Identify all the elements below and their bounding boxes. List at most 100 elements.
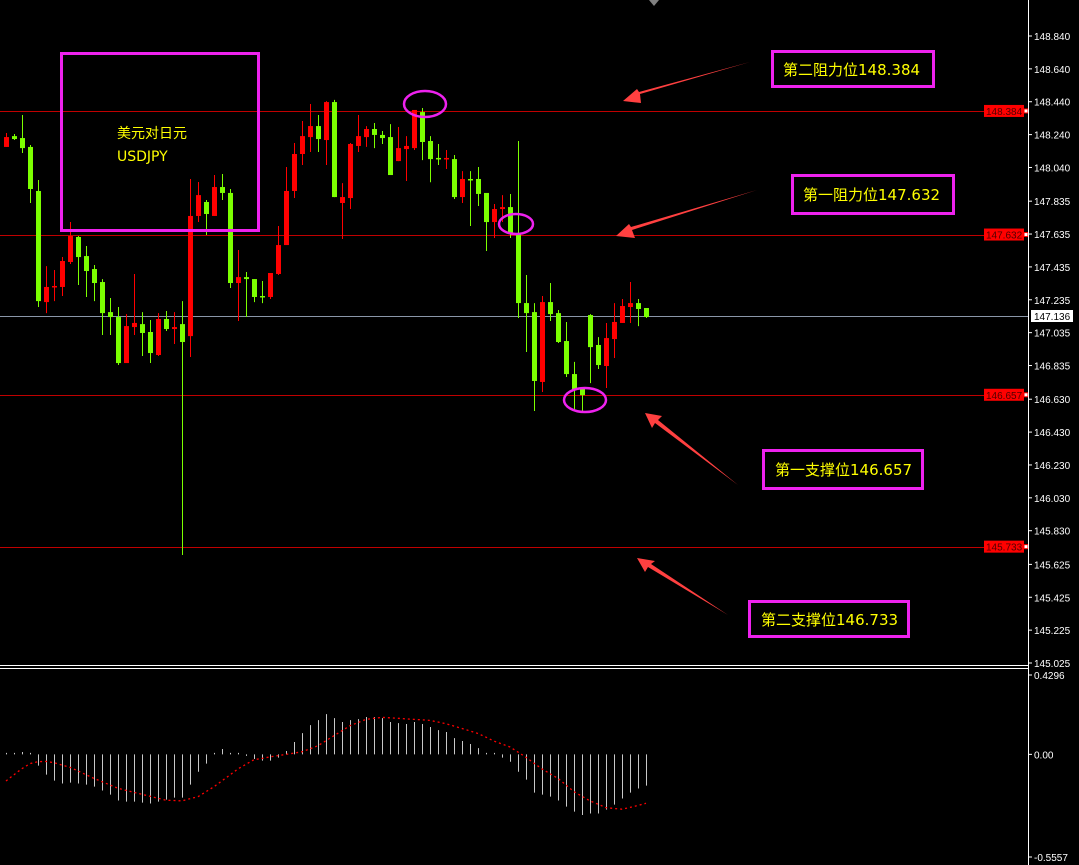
candle	[60, 257, 65, 297]
candle-body	[276, 245, 281, 274]
axis-tick-label: 145.830	[1034, 527, 1071, 538]
axis-tick-label: 147.435	[1034, 263, 1071, 274]
candle-body	[524, 303, 529, 314]
candle	[76, 236, 81, 285]
candle-body	[396, 148, 401, 162]
axis-tick-label: 146.630	[1034, 395, 1071, 406]
axis-tick-label: 147.035	[1034, 329, 1071, 340]
candle-body	[116, 317, 121, 364]
candle	[556, 309, 561, 344]
candle-body	[260, 296, 265, 298]
candle-body	[604, 338, 609, 367]
axis-tick-label: 145.625	[1034, 560, 1071, 571]
price-level-marker	[1023, 232, 1029, 238]
candle-body	[292, 154, 297, 191]
candle-body	[436, 157, 441, 160]
candle-body	[76, 237, 81, 258]
candle-body	[284, 190, 289, 246]
candle	[348, 142, 353, 210]
candle-body	[204, 201, 209, 214]
candle	[44, 266, 49, 314]
candle	[532, 303, 537, 412]
candle	[188, 178, 193, 357]
macd-axis-label: 0.4296	[1034, 671, 1065, 682]
price-level-tag-label: 148.384	[986, 107, 1023, 118]
candle-body	[300, 136, 305, 155]
price-level-tag	[984, 228, 1024, 241]
candle	[436, 143, 441, 166]
candle-body	[12, 136, 17, 140]
candle	[28, 144, 33, 203]
price-level-tag-label: 145.733	[986, 543, 1023, 554]
chart-shift-marker-icon[interactable]	[649, 0, 659, 6]
axis-tick-label: 146.430	[1034, 428, 1071, 439]
candle	[300, 120, 305, 166]
candle	[356, 115, 361, 153]
macd-pane[interactable]	[5, 714, 647, 815]
highlight-circle	[402, 89, 448, 119]
candle-body	[380, 134, 385, 139]
price-level-tag-label: 146.657	[986, 391, 1023, 402]
candle-body	[124, 326, 129, 364]
axis-tick-label: 145.425	[1034, 593, 1071, 604]
candle	[364, 126, 369, 147]
candle-body	[172, 327, 177, 330]
candle	[412, 109, 417, 151]
candle	[20, 115, 25, 154]
candle-body	[556, 313, 561, 343]
candle	[524, 274, 529, 353]
candle-body	[100, 282, 105, 314]
resistance-2-label: 第二阻力位148.384	[783, 61, 920, 79]
candle	[452, 154, 457, 200]
support-1-label: 第一支撑位146.657	[775, 461, 912, 479]
candle-body	[316, 126, 321, 140]
candle-body	[484, 192, 489, 223]
candle-body	[164, 319, 169, 330]
candle-body	[180, 324, 185, 343]
candle-body	[36, 190, 41, 302]
candle-body	[620, 306, 625, 323]
candle	[116, 307, 121, 366]
candle	[148, 319, 153, 364]
candle-body	[220, 187, 225, 193]
bid-price-label: 147.136	[1034, 312, 1071, 323]
arrow-icon	[645, 413, 738, 485]
candle	[332, 99, 337, 198]
candle	[268, 272, 273, 299]
candle	[36, 179, 41, 308]
candle-body	[68, 236, 73, 262]
candle-body	[148, 331, 153, 354]
candle	[580, 389, 585, 413]
candle-body	[4, 137, 9, 147]
candle-body	[420, 112, 425, 143]
candle-body	[212, 187, 217, 216]
axis-tick-label: 148.440	[1034, 98, 1071, 109]
resistance-2-box	[771, 50, 935, 88]
axis-tick-label: 148.240	[1034, 131, 1071, 142]
candle	[244, 272, 249, 318]
candle	[444, 150, 449, 169]
arrow-icon	[623, 62, 750, 103]
axis-tick-label: 146.230	[1034, 461, 1071, 472]
candle-body	[244, 277, 249, 280]
candle-body	[540, 302, 545, 382]
candle	[540, 296, 545, 392]
candle	[12, 133, 17, 141]
candle	[132, 273, 137, 335]
candle-body	[636, 303, 641, 309]
candle-body	[628, 303, 633, 308]
candle-body	[500, 207, 505, 210]
candle-body	[564, 341, 569, 375]
candle	[124, 314, 129, 364]
price-level-tag	[984, 388, 1024, 401]
candle	[52, 270, 57, 302]
candle	[404, 136, 409, 181]
candle-body	[468, 178, 473, 181]
bid-price-tag	[1031, 310, 1073, 322]
price-pane[interactable]	[0, 99, 1028, 556]
candle	[468, 171, 473, 226]
candle-body	[60, 260, 65, 287]
candle-body	[236, 277, 241, 284]
